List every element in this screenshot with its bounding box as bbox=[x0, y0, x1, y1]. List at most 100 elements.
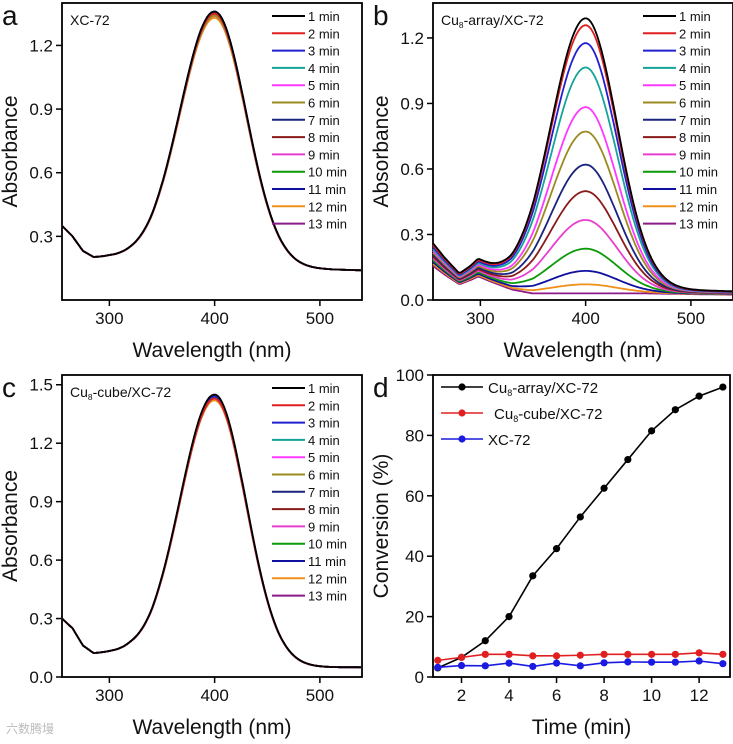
panel-label: a bbox=[2, 0, 18, 31]
legend-label: 9 min bbox=[308, 519, 340, 534]
legend-label-rest: -array/XC-72 bbox=[512, 380, 598, 397]
inset-label: Cu8-array/XC-72 bbox=[441, 12, 544, 30]
legend-label: 11 min bbox=[308, 182, 346, 197]
legend-label-rest: -cube/XC-72 bbox=[518, 406, 602, 423]
data-point bbox=[671, 650, 679, 658]
data-point bbox=[719, 650, 727, 658]
y-axis-label: Absorbance bbox=[0, 95, 22, 207]
y-tick-label: 1.5 bbox=[29, 376, 53, 395]
x-tick-label: 4 bbox=[504, 686, 513, 705]
x-tick-label: 500 bbox=[677, 309, 705, 328]
data-point bbox=[529, 662, 537, 671]
y-tick-label: 0.0 bbox=[29, 668, 53, 687]
x-tick-label: 8 bbox=[599, 686, 608, 705]
legend-label-sub: 8 bbox=[507, 388, 512, 398]
legend-label: 3 min bbox=[308, 44, 340, 59]
legend-label: 10 min bbox=[308, 537, 347, 552]
y-tick-label: 0.6 bbox=[400, 160, 424, 179]
spectrum-line-1 bbox=[432, 17, 732, 293]
y-tick-label: 0.9 bbox=[29, 493, 53, 512]
y-tick-label: 0.3 bbox=[29, 610, 53, 629]
data-point bbox=[600, 659, 608, 667]
data-point bbox=[576, 513, 584, 521]
x-tick-label: 6 bbox=[552, 686, 561, 705]
x-axis-label: Wavelength (nm) bbox=[132, 716, 291, 739]
spectrum-line-1 bbox=[61, 393, 361, 669]
legend-label: 11 min bbox=[308, 554, 346, 569]
legend-label: 11 min bbox=[679, 182, 717, 197]
legend-label: Cu8-array/XC-72 bbox=[488, 380, 598, 398]
x-tick-label: 300 bbox=[95, 309, 123, 328]
legend-label: 5 min bbox=[679, 78, 711, 93]
inset-label-sub: 8 bbox=[459, 20, 464, 30]
panel-label: d bbox=[373, 372, 389, 403]
conversion-line-0 bbox=[437, 386, 724, 669]
legend-label: 4 min bbox=[308, 433, 340, 448]
legend-label: 7 min bbox=[308, 113, 340, 128]
y-tick-label: 0.6 bbox=[29, 551, 53, 570]
y-axis-label: Absorbance bbox=[370, 95, 393, 207]
data-point bbox=[719, 660, 727, 668]
legend-label-main: XC-72 bbox=[488, 432, 531, 449]
y-tick-label: 1.2 bbox=[29, 36, 53, 55]
data-point bbox=[505, 659, 513, 667]
data-point bbox=[552, 652, 561, 660]
data-point bbox=[434, 656, 442, 664]
legend-label: 8 min bbox=[308, 502, 340, 517]
data-point bbox=[695, 657, 703, 665]
legend-label: 2 min bbox=[679, 26, 711, 41]
x-tick-label: 400 bbox=[571, 309, 599, 328]
data-point bbox=[576, 662, 584, 670]
legend-label: 3 min bbox=[308, 416, 340, 431]
legend-label: 8 min bbox=[679, 130, 711, 145]
plot-frame bbox=[432, 2, 733, 301]
plot-frame bbox=[61, 2, 363, 301]
inset-label: Cu8-cube/XC-72 bbox=[70, 384, 171, 402]
watermark: 六数腾墁 bbox=[6, 721, 54, 736]
x-axis-label: Wavelength (nm) bbox=[132, 339, 291, 362]
inset-label-main: Cu bbox=[70, 384, 88, 400]
data-point bbox=[481, 650, 489, 658]
data-point bbox=[481, 637, 489, 645]
legend-label: 6 min bbox=[308, 96, 340, 111]
y-tick-label: 0 bbox=[415, 668, 424, 687]
data-point bbox=[695, 649, 703, 657]
x-tick-label: 500 bbox=[306, 686, 334, 705]
data-point bbox=[529, 652, 537, 660]
y-tick-label: 20 bbox=[405, 608, 424, 627]
panel-label: c bbox=[2, 372, 16, 403]
inset-label: XC-72 bbox=[70, 12, 110, 28]
legend-label: 7 min bbox=[679, 113, 711, 128]
legend-label: 3 min bbox=[679, 44, 711, 59]
inset-label-main: Cu bbox=[441, 12, 459, 28]
legend-label: 6 min bbox=[308, 468, 340, 483]
legend-label: 4 min bbox=[308, 61, 340, 76]
legend-label: 9 min bbox=[679, 147, 711, 162]
y-tick-label: 80 bbox=[405, 426, 424, 445]
plot-frame bbox=[61, 374, 363, 678]
data-point bbox=[695, 392, 703, 400]
legend-label: 6 min bbox=[679, 96, 711, 111]
legend-label: 13 min bbox=[308, 589, 347, 604]
data-point bbox=[600, 650, 608, 658]
x-tick-label: 400 bbox=[200, 686, 228, 705]
x-tick-label: 300 bbox=[466, 309, 494, 328]
y-axis-label: Absorbance bbox=[0, 470, 22, 582]
data-point bbox=[719, 383, 727, 391]
data-point bbox=[671, 658, 679, 666]
y-axis-label: Conversion (%) bbox=[370, 454, 393, 599]
x-tick-label: 300 bbox=[95, 686, 123, 705]
legend-label: 9 min bbox=[308, 147, 340, 162]
data-point bbox=[457, 653, 466, 661]
legend-marker bbox=[458, 435, 466, 443]
spectrum-line-1 bbox=[61, 10, 361, 272]
data-point bbox=[647, 427, 656, 435]
x-tick-label: 12 bbox=[690, 686, 709, 705]
legend-label: 12 min bbox=[679, 199, 718, 214]
legend-marker bbox=[458, 409, 466, 417]
x-tick-label: 10 bbox=[642, 686, 661, 705]
legend-label: 7 min bbox=[308, 485, 340, 500]
legend-label-main: Cu bbox=[488, 380, 507, 397]
legend-label: 10 min bbox=[308, 165, 347, 180]
